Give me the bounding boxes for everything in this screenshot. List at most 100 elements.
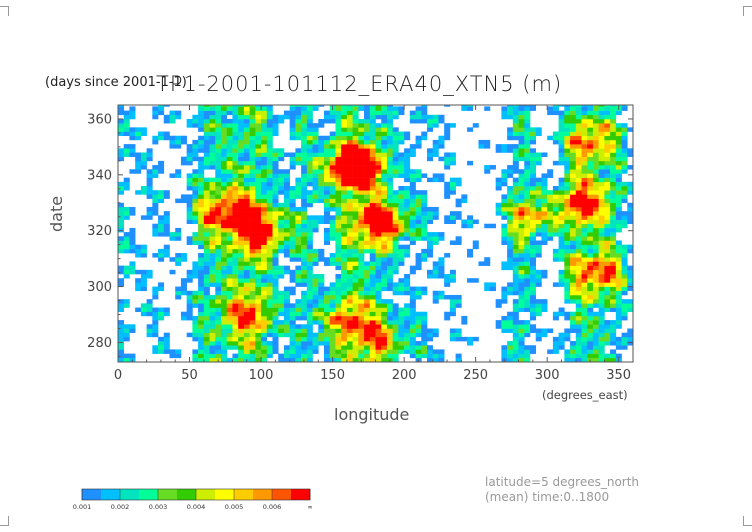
heat-cell	[398, 219, 405, 225]
heat-cell	[398, 169, 405, 174]
heat-cell	[415, 215, 422, 220]
heat-cell	[512, 156, 519, 162]
heat-cell	[501, 177, 508, 183]
heat-cell	[283, 353, 290, 359]
heat-cell	[404, 349, 411, 354]
heat-cell	[152, 324, 159, 329]
heat-cell	[226, 278, 233, 283]
heat-cell	[386, 135, 393, 141]
heat-cell	[352, 353, 359, 359]
heat-cell	[261, 186, 268, 191]
heat-cell	[369, 152, 376, 157]
heat-cell	[592, 244, 599, 250]
heat-cell	[221, 227, 228, 233]
heat-cell	[118, 223, 125, 229]
heat-cell	[615, 240, 622, 245]
heat-cell	[386, 248, 393, 254]
heat-cell	[610, 177, 617, 183]
heat-cell	[587, 303, 594, 308]
heat-cell	[186, 215, 193, 220]
heat-cell	[581, 299, 588, 304]
heat-cell	[455, 303, 462, 308]
heat-cell	[518, 127, 525, 132]
heat-cell	[369, 345, 376, 350]
heat-cell	[524, 123, 531, 128]
heat-cell	[329, 194, 336, 199]
heat-cell	[364, 177, 371, 183]
heat-cell	[375, 227, 382, 233]
heat-cell	[329, 181, 336, 187]
heat-cell	[472, 219, 479, 225]
heat-cell	[581, 118, 588, 124]
heat-cell	[306, 123, 313, 128]
heat-cell	[301, 236, 308, 241]
heat-cell	[386, 349, 393, 354]
heat-cell	[341, 282, 348, 287]
heat-cell	[352, 152, 359, 157]
heat-cell	[261, 244, 268, 250]
heat-cell	[198, 169, 205, 174]
heat-cell	[152, 290, 159, 296]
heat-cell	[575, 248, 582, 254]
heat-cell	[512, 244, 519, 250]
heat-cell	[421, 341, 428, 346]
heat-cell	[261, 248, 268, 254]
heat-cell	[215, 135, 222, 141]
heat-cell	[524, 269, 531, 275]
heat-cell	[243, 257, 250, 262]
heat-cell	[266, 152, 273, 157]
heat-cell	[198, 299, 205, 304]
colorbar-swatch	[177, 489, 197, 500]
heat-cell	[587, 345, 594, 350]
heat-cell	[558, 336, 565, 342]
heat-cell	[552, 336, 559, 342]
heat-cell	[518, 345, 525, 350]
heat-cell	[123, 152, 130, 157]
heat-cell	[501, 148, 508, 153]
heat-cell	[415, 139, 422, 145]
heat-cell	[570, 127, 577, 132]
heat-cell	[283, 186, 290, 191]
heat-cell	[392, 303, 399, 308]
heat-cell	[118, 336, 125, 342]
heat-cell	[289, 341, 296, 346]
heat-cell	[335, 227, 342, 233]
heat-cell	[512, 307, 519, 313]
heat-cell	[278, 299, 285, 304]
heat-cell	[404, 215, 411, 220]
heat-cell	[215, 257, 222, 262]
heat-cell	[232, 232, 239, 237]
heat-cell	[352, 206, 359, 212]
heat-cell	[610, 131, 617, 137]
heat-cell	[564, 261, 571, 266]
heat-cell	[203, 211, 210, 216]
heat-cell	[232, 294, 239, 300]
heat-cell	[301, 148, 308, 153]
heat-cell	[530, 315, 537, 321]
heat-cell	[301, 290, 308, 296]
heat-cell	[335, 328, 342, 333]
heat-cell	[364, 336, 371, 342]
heat-cell	[575, 274, 582, 279]
heat-cell	[512, 282, 519, 287]
heat-cell	[627, 269, 633, 275]
heat-cell	[421, 253, 428, 258]
heat-cell	[232, 106, 239, 111]
heat-cell	[449, 328, 456, 333]
heat-cell	[198, 194, 205, 199]
heat-cell	[352, 244, 359, 250]
heat-cell	[610, 194, 617, 199]
heat-cell	[266, 123, 273, 128]
heat-cell	[512, 257, 519, 262]
heat-cell	[261, 286, 268, 292]
heat-cell	[163, 349, 170, 354]
heat-cell	[558, 156, 565, 162]
x-tick-label: 350	[606, 368, 631, 383]
heat-cell	[507, 232, 514, 237]
heat-cell	[272, 349, 279, 354]
heat-cell	[341, 248, 348, 254]
heat-cell	[289, 194, 296, 199]
heat-cell	[512, 215, 519, 220]
heat-cell	[535, 194, 542, 199]
heat-cell	[581, 223, 588, 229]
